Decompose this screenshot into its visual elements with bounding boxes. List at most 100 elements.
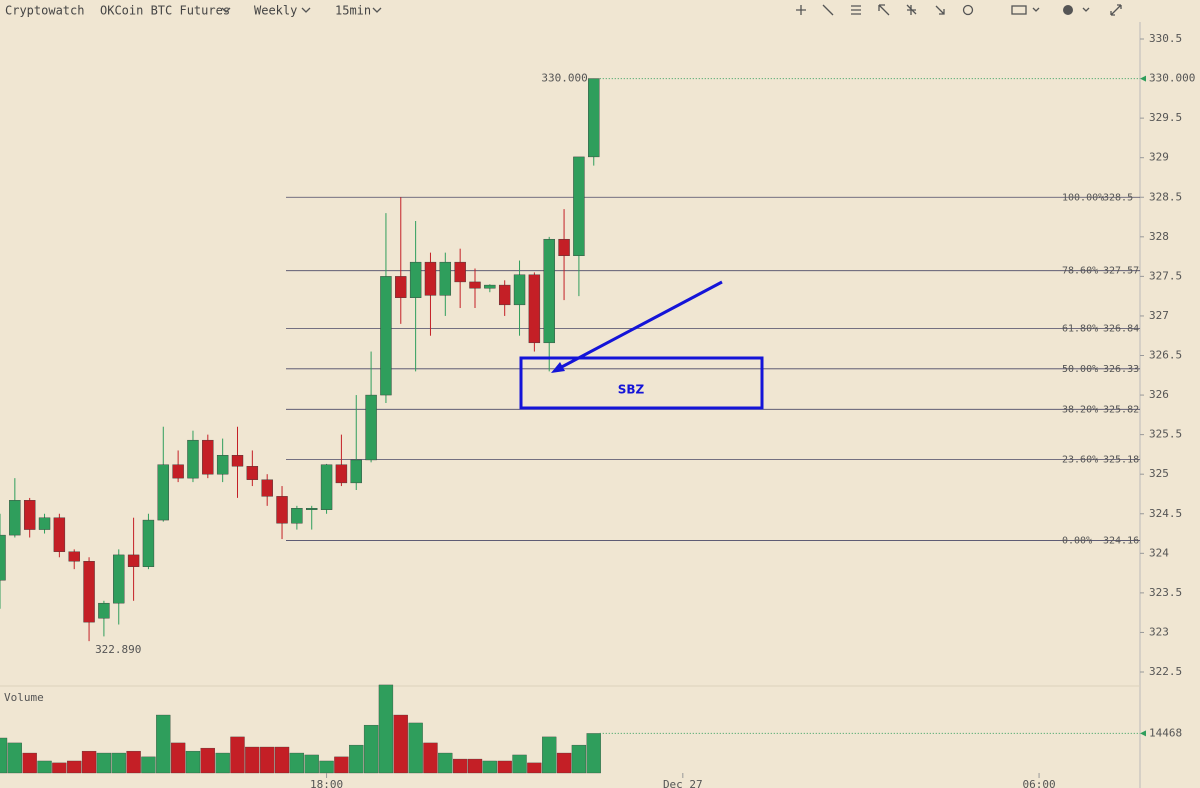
fib-price: 326.843 <box>1103 323 1145 334</box>
candle-body <box>172 464 184 479</box>
candle-body <box>202 439 214 475</box>
fib-percent: 23.60% <box>1062 454 1098 465</box>
volume-bar <box>52 762 67 774</box>
dropdown-icon <box>301 7 311 13</box>
y-tick-label: 330.5 <box>1149 32 1182 45</box>
volume-bar <box>334 756 349 774</box>
last-volume-marker <box>1140 730 1146 737</box>
candle-body <box>68 551 80 562</box>
candle-body <box>498 284 511 306</box>
candle-body <box>98 602 110 619</box>
x-tick-label: Dec 27 <box>663 778 703 788</box>
volume-label: Volume <box>4 691 44 704</box>
candle-body <box>23 500 36 530</box>
period-selector[interactable]: Weekly <box>254 4 297 18</box>
volume-bar <box>156 714 171 774</box>
candle-body <box>261 479 273 497</box>
volume-bar <box>7 742 22 774</box>
candle-body <box>528 274 541 344</box>
volume-bar <box>423 742 438 774</box>
fib-percent: 100.00% <box>1062 192 1104 203</box>
y-tick-label: 328 <box>1149 230 1169 243</box>
volume-bar <box>438 752 453 774</box>
volume-bar <box>141 756 156 774</box>
candle-body <box>439 261 452 296</box>
candle-body <box>187 439 199 479</box>
volume-bar <box>378 684 394 774</box>
y-tick-label: 324.5 <box>1149 507 1182 520</box>
volume-bar <box>230 736 245 774</box>
dropdown-icon <box>221 7 231 13</box>
volume-bar <box>349 744 364 774</box>
candle-body <box>454 261 466 283</box>
line-tool[interactable] <box>822 4 834 16</box>
candle-body <box>380 276 392 396</box>
candle-body <box>113 554 125 604</box>
volume-bar <box>527 762 542 774</box>
volume-bar <box>111 752 126 774</box>
circle-tool[interactable] <box>962 4 974 16</box>
y-tick-label: 329.5 <box>1149 111 1182 124</box>
volume-bar <box>274 746 290 774</box>
toolbar: Cryptowatch OKCoin BTC Futures Weekly 15… <box>5 4 1122 18</box>
fib-price: 328.5 <box>1103 192 1133 203</box>
volume-bar <box>200 747 215 774</box>
settings-icon[interactable] <box>1063 5 1073 15</box>
candle-body <box>38 517 51 530</box>
fib-percent: 0.00% <box>1062 535 1092 546</box>
volume-bar <box>185 750 201 774</box>
keyboard-icon[interactable] <box>1011 5 1027 15</box>
volume-bar <box>482 760 497 774</box>
volume-bar <box>453 758 468 774</box>
candle-body <box>127 554 140 567</box>
candle-body <box>157 464 169 521</box>
candle-body <box>558 238 570 257</box>
volume-bar <box>497 760 512 774</box>
volume-bar <box>245 746 260 774</box>
volume-bar <box>363 724 379 774</box>
volume-bar <box>170 742 186 774</box>
last-volume-label: 14468 <box>1149 726 1182 739</box>
y-tick-label: 327 <box>1149 309 1169 322</box>
fullscreen-icon[interactable] <box>1110 4 1122 16</box>
fan-tool[interactable] <box>906 4 917 15</box>
low-annotation: 322.890 <box>95 643 141 656</box>
volume-bar <box>319 760 334 774</box>
crosshair-tool[interactable] <box>796 5 806 15</box>
candle-body <box>216 454 229 475</box>
last-price-marker <box>1140 75 1146 82</box>
volume-bar <box>96 752 112 774</box>
last-price-annotation: 330.000 <box>541 72 587 85</box>
fib-tool[interactable] <box>878 4 890 16</box>
interval-selector[interactable]: 15min <box>335 4 371 18</box>
volume-bar <box>467 758 483 774</box>
market-selector[interactable]: OKCoin BTC Futures <box>100 4 230 18</box>
arrow-head <box>551 362 565 373</box>
arrow-tool[interactable] <box>935 5 945 15</box>
candle-body <box>573 156 585 257</box>
fib-price: 324.163 <box>1103 535 1145 546</box>
volume-bar <box>571 744 587 774</box>
dropdown-icon <box>1082 7 1090 12</box>
candle-body <box>409 261 422 298</box>
fib-percent: 61.80% <box>1062 323 1098 334</box>
y-tick-label: 326.5 <box>1149 349 1182 362</box>
sbz-annotation: SBZ <box>519 280 764 410</box>
y-tick-label: 326 <box>1149 388 1169 401</box>
volume-bar <box>0 737 8 774</box>
candle-body <box>350 459 362 484</box>
candle-body <box>291 508 303 524</box>
volume-bar <box>67 760 82 774</box>
dropdown-icon <box>372 7 382 13</box>
candle-body <box>53 517 66 552</box>
y-tick-label: 325.5 <box>1149 428 1182 441</box>
volume-bar <box>22 752 37 774</box>
hline-tool[interactable] <box>851 5 861 15</box>
y-tick-label: 324 <box>1149 546 1169 559</box>
candle-body <box>513 274 526 306</box>
site-name[interactable]: Cryptowatch <box>5 4 84 18</box>
x-tick-label: 06:00 <box>1023 778 1056 788</box>
volume-bar <box>215 752 230 774</box>
volume-bar <box>289 752 305 774</box>
fib-percent: 78.60% <box>1062 266 1098 277</box>
